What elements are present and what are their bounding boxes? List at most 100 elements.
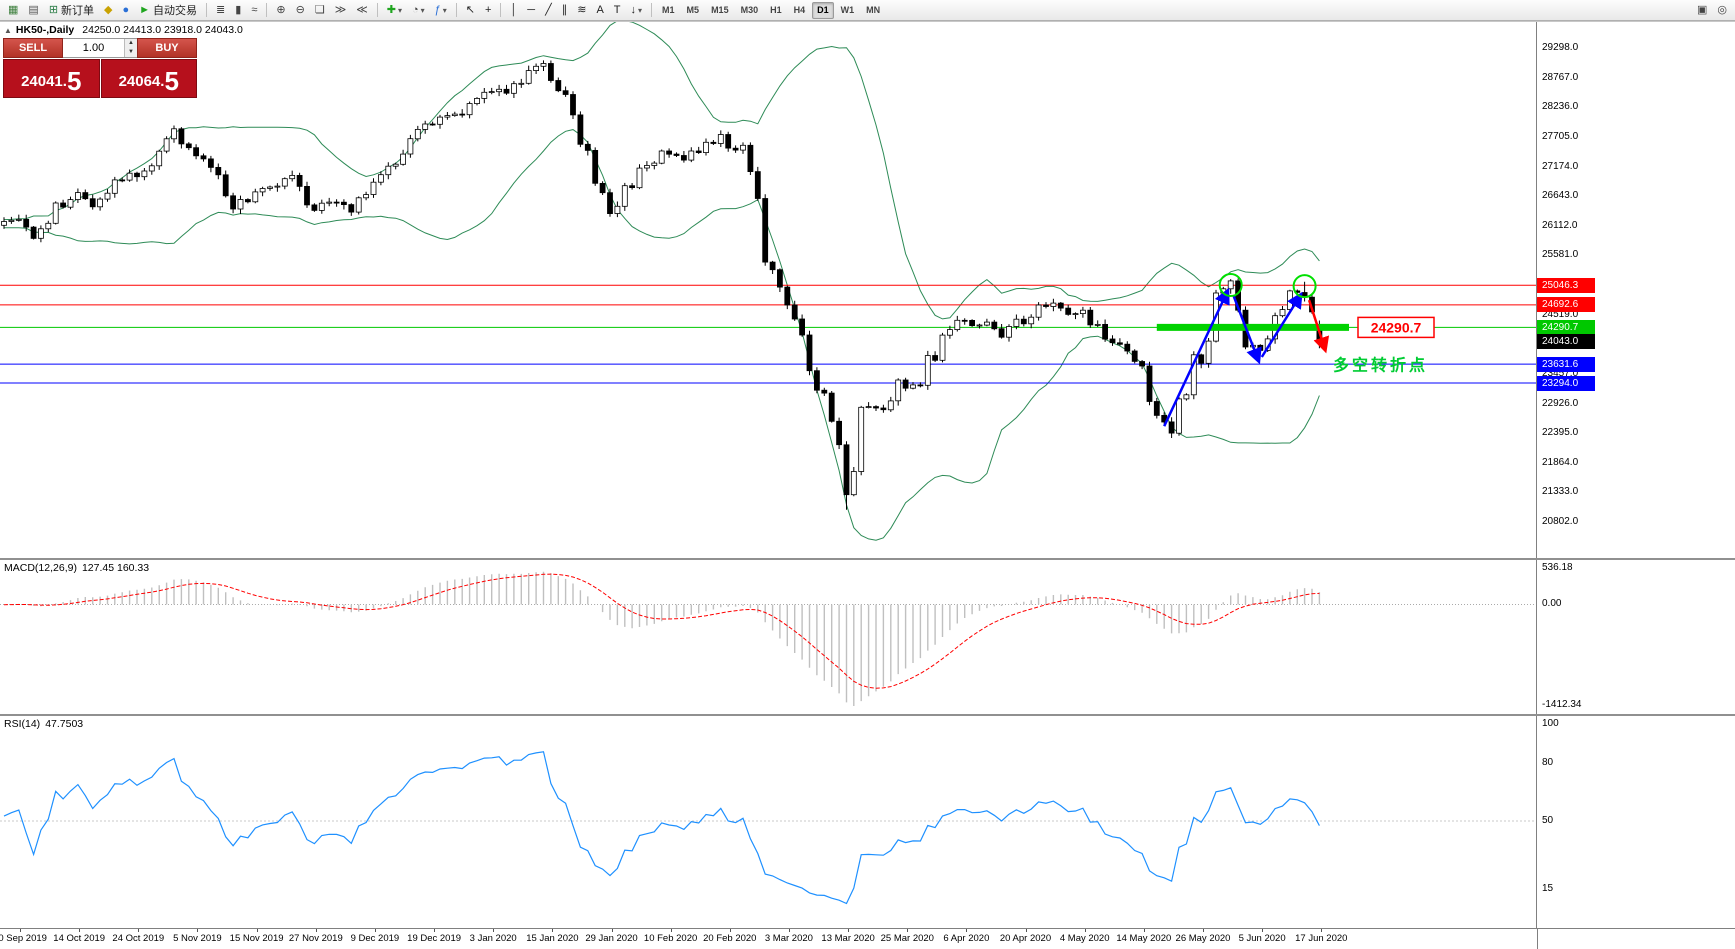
- arrows-menu-dropdown-arrow[interactable]: ▾: [638, 5, 643, 15]
- candle: [1094, 323, 1101, 326]
- timeframe-m15-button[interactable]: M15: [711, 4, 729, 15]
- bollinger-upper-band: [3, 22, 1320, 320]
- candle: [629, 185, 635, 188]
- blue-zigzag-arrow-2[interactable]: [1232, 295, 1262, 365]
- one-click-collapse-button[interactable]: ▲: [4, 25, 12, 35]
- candle: [60, 202, 66, 208]
- rsi-panel[interactable]: 100 80 50 15 RSI(14) 47.7503: [0, 716, 1735, 928]
- zoom-in-button[interactable]: ⊕: [272, 1, 289, 20]
- indicators-menu-button[interactable]: ƒ ▾: [431, 1, 451, 20]
- metaquotes-community-button[interactable]: ●: [119, 1, 134, 20]
- search-button[interactable]: ◎: [1713, 1, 1731, 20]
- bar-chart-button[interactable]: ≣: [212, 1, 229, 20]
- macd-panel[interactable]: 536.18 0.00 -1412.34 MACD(12,26,9) 127.45 1…: [0, 560, 1735, 714]
- candle: [592, 149, 599, 184]
- horizontal-line-button[interactable]: ─: [523, 1, 539, 20]
- line-chart-button[interactable]: ≈: [247, 1, 261, 20]
- sell-button[interactable]: SELL: [3, 38, 63, 58]
- auto-scroll-button[interactable]: ≫: [331, 1, 351, 20]
- price-chart-panel[interactable]: 24290.7 多空转折点 29298.0 28767.0 28236.0 27705.…: [0, 22, 1735, 558]
- candle: [1131, 350, 1138, 362]
- zoom-out-button[interactable]: ⊖: [292, 1, 309, 20]
- equidistant-channel-button[interactable]: ∥: [558, 1, 572, 20]
- candle: [747, 144, 754, 173]
- tile-windows-button[interactable]: ❏: [311, 1, 329, 20]
- blue-zigzag-arrow-3[interactable]: [1260, 291, 1303, 358]
- candle: [119, 179, 126, 182]
- timeframe-h4-button[interactable]: H4: [793, 4, 806, 15]
- red-down-arrow[interactable]: [1307, 299, 1330, 354]
- new-order-menu-dropdown-arrow[interactable]: ▾: [397, 5, 402, 15]
- price-callout-box[interactable]: [1357, 316, 1435, 339]
- candle: [1109, 338, 1116, 344]
- buy-button[interactable]: BUY: [137, 38, 197, 58]
- lot-increase-button[interactable]: ▲: [125, 39, 137, 48]
- price-axis[interactable]: 29298.0 28767.0 28236.0 27705.0 27174.0 26643…: [1536, 22, 1735, 558]
- candle: [636, 167, 643, 189]
- date-label: 24 Oct 2019: [112, 933, 165, 944]
- candle: [651, 162, 658, 166]
- macd-axis[interactable]: 536.18 0.00 -1412.34: [1536, 560, 1735, 714]
- expert-advisors-button[interactable]: ◆: [100, 1, 116, 20]
- timeframe-m5-button[interactable]: M5: [686, 4, 700, 15]
- indicators-menu-icon: ƒ: [434, 3, 441, 16]
- panel-divider-rsi[interactable]: [0, 714, 1735, 716]
- lot-decrease-button[interactable]: ▼: [125, 48, 137, 57]
- periods-menu-dropdown-arrow[interactable]: ▾: [420, 5, 425, 15]
- date-label: 26 May 2020: [1175, 933, 1231, 944]
- trendline-button[interactable]: ╱: [541, 1, 556, 20]
- fibonacci-retracement-button[interactable]: ≋: [573, 1, 590, 20]
- new-order-button[interactable]: ⊞ 新订单: [45, 1, 98, 20]
- timeframe-d1-button[interactable]: D1: [812, 1, 834, 19]
- timeframe-m30-button[interactable]: M30: [740, 4, 759, 15]
- docking-button[interactable]: ▣: [1693, 1, 1711, 20]
- current-price-label: 24043.0: [1537, 333, 1595, 349]
- new-chart-button[interactable]: ▦: [4, 1, 22, 20]
- candle: [703, 141, 709, 154]
- cursor-button[interactable]: ↖: [462, 1, 479, 20]
- rsi-tick: 100: [1542, 718, 1559, 729]
- candle: [843, 444, 850, 496]
- timeframe-mn-button[interactable]: MN: [866, 4, 881, 15]
- candlestick-chart-button[interactable]: ▮: [231, 1, 245, 20]
- price-chart-canvas[interactable]: 24290.7 多空转折点: [0, 22, 1537, 558]
- rsi-tick: 50: [1542, 815, 1554, 826]
- turning-point-note[interactable]: 多空转折点: [1333, 355, 1428, 374]
- chart-shift-button[interactable]: ≪: [352, 1, 372, 20]
- auto-trading-label: 自动交易: [153, 5, 198, 17]
- candle: [1190, 354, 1197, 396]
- chart-profiles-button[interactable]: ▤: [24, 1, 42, 20]
- candle: [1287, 290, 1293, 310]
- rsi-axis[interactable]: 100 80 50 15: [1536, 716, 1735, 928]
- timeframe-m1-button[interactable]: M1: [662, 4, 675, 15]
- timeframe-w1-button[interactable]: W1: [840, 4, 855, 15]
- chart-shift-icon: ≪: [356, 3, 368, 16]
- candle: [67, 199, 74, 208]
- line-price-label-23631.6: 23631.6: [1537, 356, 1595, 372]
- candle: [784, 286, 791, 306]
- peak-circle-1[interactable]: [1218, 273, 1243, 297]
- time-axis[interactable]: 30 Sep 2019 14 Oct 2019 24 Oct 2019 5 Nov 2…: [0, 928, 1735, 949]
- text-icon: A: [596, 3, 604, 16]
- blue-zigzag-arrow-1[interactable]: [1163, 287, 1230, 427]
- crosshair-button[interactable]: +: [481, 1, 495, 20]
- panel-divider-macd[interactable]: [0, 558, 1735, 560]
- candle: [865, 406, 872, 409]
- indicators-menu-dropdown-arrow[interactable]: ▾: [442, 5, 447, 15]
- candle: [230, 195, 237, 210]
- vertical-line-button[interactable]: │: [506, 1, 521, 20]
- arrows-menu-button[interactable]: ↓ ▾: [627, 1, 647, 20]
- timeframe-h1-button[interactable]: H1: [770, 4, 782, 15]
- text-label-button[interactable]: T: [610, 1, 625, 20]
- line-price-label-25046.3: 25046.3: [1537, 277, 1595, 293]
- candle: [1013, 318, 1020, 327]
- candles-group: [1, 63, 1323, 496]
- peak-circle-2[interactable]: [1292, 274, 1317, 299]
- new-order-menu-button[interactable]: ✚ ▾: [383, 1, 406, 20]
- periods-menu-button[interactable]: ◔ ▾: [408, 1, 429, 20]
- auto-trading-button[interactable]: ► 自动交易: [135, 1, 201, 20]
- candle: [178, 128, 185, 145]
- lot-size-input[interactable]: [63, 39, 124, 57]
- candle: [215, 166, 222, 176]
- text-button[interactable]: A: [592, 1, 607, 20]
